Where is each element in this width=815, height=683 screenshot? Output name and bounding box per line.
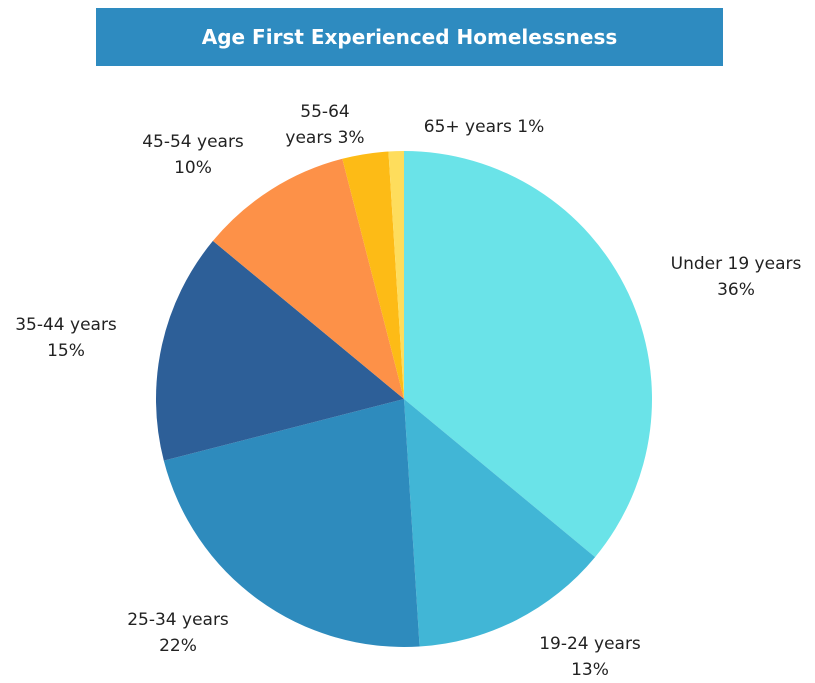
- slice-label: 45-54 years 10%: [128, 129, 258, 181]
- value-label: 3%: [337, 128, 365, 148]
- value-label: 1%: [517, 117, 545, 137]
- pie-slice: [342, 151, 404, 399]
- pie-slice: [163, 399, 420, 647]
- category-label: Under 19 years: [670, 254, 802, 274]
- slice-label: 19-24 years 13%: [520, 631, 660, 683]
- slice-label: Under 19 years 36%: [656, 251, 815, 303]
- pie-slice: [212, 158, 404, 399]
- value-label: 22%: [159, 636, 197, 656]
- value-label: 10%: [174, 158, 212, 178]
- pie-slice: [404, 151, 652, 558]
- category-label: 25-34 years: [127, 610, 229, 630]
- pie-slice: [404, 399, 596, 647]
- category-label: 35-44 years: [15, 315, 117, 335]
- slice-label: 35-44 years 15%: [1, 312, 131, 364]
- category-label: 55-64 years: [285, 102, 350, 148]
- value-label: 13%: [571, 660, 609, 680]
- slice-label: 25-34 years 22%: [108, 607, 248, 659]
- value-label: 15%: [47, 341, 85, 361]
- category-label: 65+ years: [423, 117, 512, 137]
- value-label: 36%: [717, 280, 755, 300]
- chart-title: Age First Experienced Homelessness: [96, 8, 723, 66]
- pie-slice: [388, 151, 404, 399]
- category-label: 19-24 years: [539, 634, 641, 654]
- slice-label: 55-64 years 3%: [280, 99, 370, 151]
- category-label: 45-54 years: [142, 132, 244, 152]
- pie-slice: [156, 240, 404, 461]
- slice-label: 65+ years 1%: [384, 114, 584, 140]
